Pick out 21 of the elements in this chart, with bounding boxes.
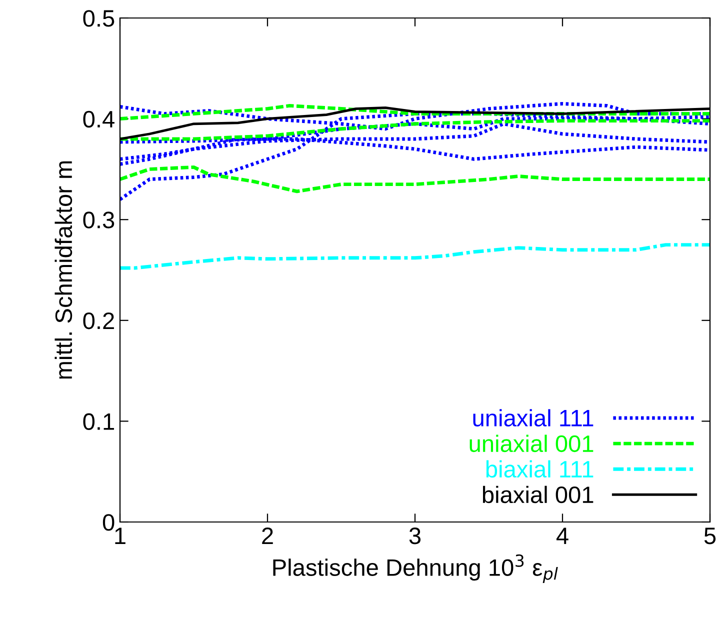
line-series xyxy=(120,119,710,141)
x-tick-label: 4 xyxy=(556,528,568,544)
y-tick-label: 0 xyxy=(102,514,114,531)
y-tick-label: 0.5 xyxy=(83,10,114,27)
legend-label: uniaxial 111 xyxy=(473,409,594,427)
line-series xyxy=(120,243,710,270)
x-tick-label: 1 xyxy=(115,528,126,544)
legend-label: biaxial 111 xyxy=(486,460,594,478)
x-axis-title: Plastische Dehnung 10$^{3}$ ε$_{pl}$ xyxy=(273,554,558,584)
y-tick-label: 0.1 xyxy=(83,413,114,430)
legend-label: biaxial 001 xyxy=(482,486,594,504)
y-tick-label: 0.4 xyxy=(83,110,114,128)
legend-label: uniaxial 001 xyxy=(470,434,594,452)
y-tick-label: 0.2 xyxy=(83,312,114,330)
x-tick-label: 5 xyxy=(704,528,716,544)
x-tick-label: 3 xyxy=(409,527,421,544)
y-axis-title: mittl. Schmidfaktor m xyxy=(54,161,72,379)
y-tick-label: 0.3 xyxy=(83,212,114,228)
x-tick-label: 2 xyxy=(262,527,273,544)
line-series xyxy=(120,165,710,194)
line-series xyxy=(120,104,710,121)
